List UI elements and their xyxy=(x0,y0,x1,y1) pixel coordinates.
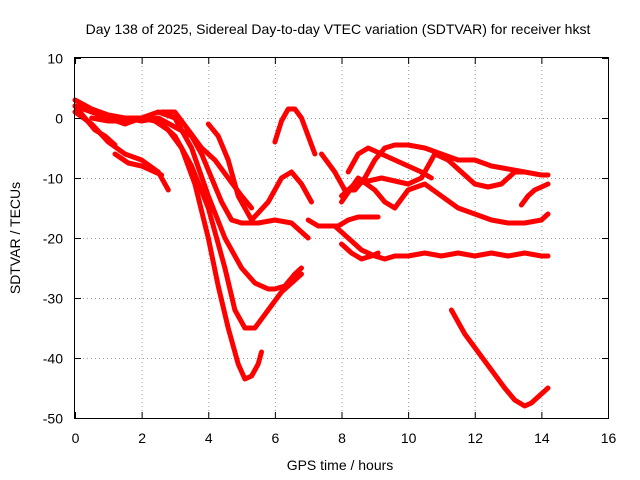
y-tick-label: -40 xyxy=(43,351,63,367)
series-track-14 xyxy=(345,145,434,181)
series-track-5 xyxy=(72,97,264,382)
x-tick-label: 6 xyxy=(271,430,279,446)
series-track-11 xyxy=(305,214,381,229)
x-tick-label: 4 xyxy=(205,430,213,446)
grid xyxy=(75,58,608,418)
x-tick-label: 10 xyxy=(401,430,417,446)
y-tick-label: -30 xyxy=(43,291,63,307)
series-track-3 xyxy=(112,151,165,178)
x-tick-label: 2 xyxy=(138,430,146,446)
series-track-10 xyxy=(272,106,318,157)
x-tick-label: 12 xyxy=(467,430,483,446)
x-tick-label: 0 xyxy=(72,430,80,446)
x-tick-label: 14 xyxy=(534,430,550,446)
series-track-7 xyxy=(122,115,311,241)
series-track-12 xyxy=(319,142,551,193)
chart-title: Day 138 of 2025, Sidereal Day-to-day VTE… xyxy=(86,21,591,37)
series-track-9 xyxy=(205,121,314,223)
series-track-17 xyxy=(339,241,381,262)
y-tick-label: 10 xyxy=(47,51,63,67)
y-tick-label: 0 xyxy=(55,111,63,127)
series-track-19 xyxy=(518,181,551,208)
y-tick-label: -10 xyxy=(43,171,63,187)
series-track-16 xyxy=(339,175,551,226)
plot-frame xyxy=(74,57,609,419)
axis-ticks: 0 2 4 6 8 10 12 14 16 10 0 -10 -20 -30 -40 -50 xyxy=(43,51,617,447)
y-tick-label: -50 xyxy=(43,411,63,427)
series-layer xyxy=(72,97,551,409)
x-axis-title: GPS time / hours xyxy=(287,457,394,473)
y-tick-label: -20 xyxy=(43,231,63,247)
series-track-13 xyxy=(339,151,528,199)
y-axis-title: SDTVAR / TECUs xyxy=(7,182,23,294)
x-tick-label: 16 xyxy=(601,430,617,446)
x-tick-label: 8 xyxy=(338,430,346,446)
series-track-15 xyxy=(332,223,551,262)
series-track-18 xyxy=(448,307,551,409)
